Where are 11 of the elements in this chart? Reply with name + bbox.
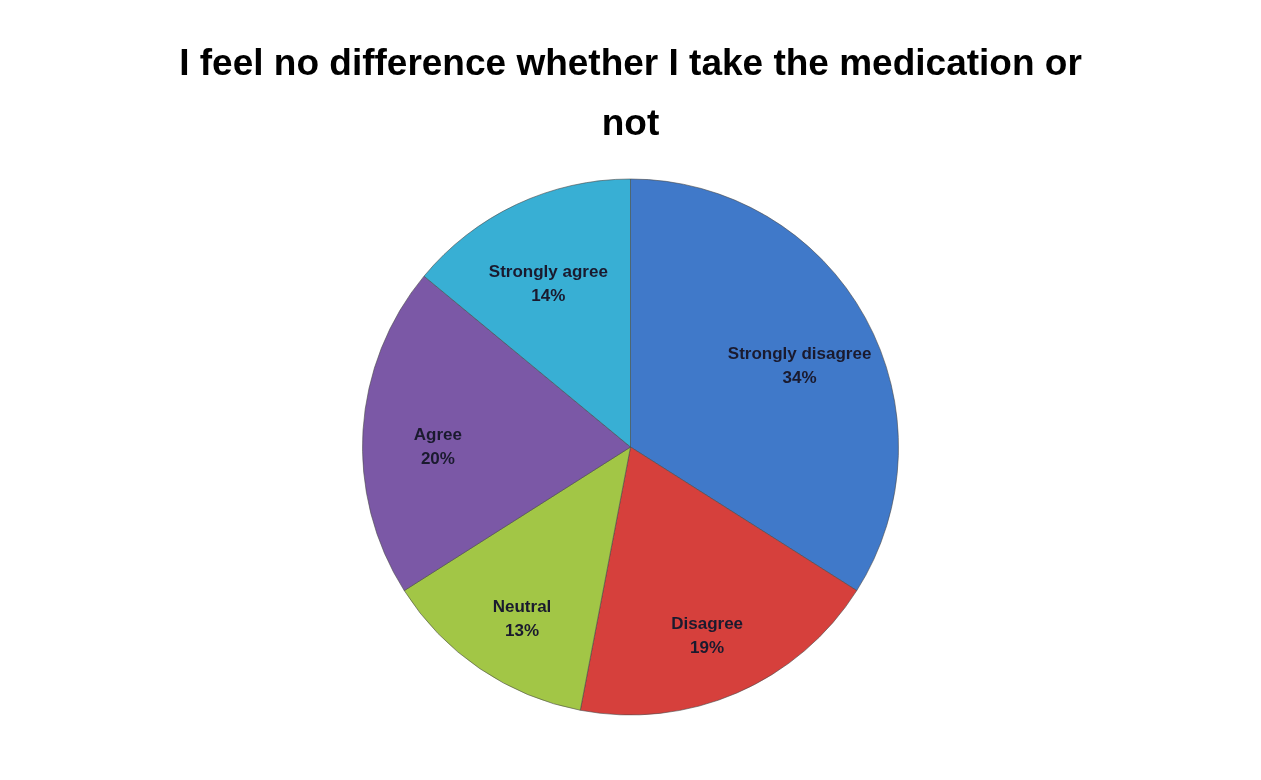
- slice-label: Strongly agree: [488, 262, 608, 282]
- data-label: 13%: [505, 620, 540, 640]
- slice-label: Neutral: [492, 596, 552, 616]
- data-label: 19%: [690, 638, 725, 658]
- slice-label: Strongly disagree: [727, 344, 872, 364]
- chart-title: I feel no difference whether I take the medication or not: [179, 42, 1082, 143]
- slice-label: Disagree: [671, 614, 744, 634]
- slice-label: Agree: [413, 424, 463, 444]
- data-label: 14%: [531, 286, 566, 306]
- data-label: 20%: [420, 448, 455, 468]
- data-label: 34%: [782, 368, 817, 388]
